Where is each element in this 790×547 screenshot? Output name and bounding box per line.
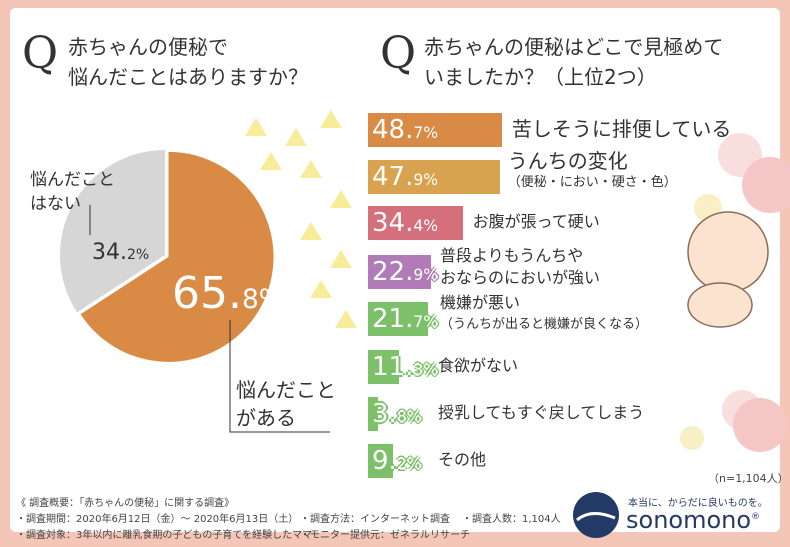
- value-int: 11.: [372, 352, 414, 382]
- label-sub: （うんちが出ると機嫌が良くなる）: [440, 317, 649, 332]
- sonomono-logo-icon: [573, 492, 619, 538]
- bar-value: 21.7%: [372, 302, 438, 339]
- survey-method: ・調査方法：インターネット調査: [300, 514, 450, 525]
- survey-period: ・調査期間：2020年6月12日（金）～ 2020年6月13日（土）: [16, 514, 299, 525]
- bar-label: お腹が張って硬い: [473, 208, 600, 236]
- label-text: 苦しそうに排便している: [511, 117, 732, 141]
- bar: [368, 350, 400, 384]
- bar-label: 機嫌が悪い （うんちが出ると機嫌が良くなる）: [440, 292, 648, 336]
- label-line: がある: [236, 406, 296, 430]
- bar-value: 47.9%: [372, 160, 438, 197]
- value-dec: 8%: [241, 284, 284, 315]
- bar-value: 9.2%: [372, 444, 422, 481]
- value-int: 34.: [372, 208, 414, 238]
- triangle-decoration: [335, 310, 357, 328]
- value-dec: 9%: [413, 266, 439, 284]
- title-line: いましたか？（上位2つ）: [424, 65, 657, 89]
- bar-label: 苦しそうに排便している: [512, 115, 731, 143]
- bar: [368, 206, 463, 240]
- registered-mark: ®: [751, 512, 761, 522]
- triangle-decoration: [285, 128, 307, 146]
- bar-label: 普段よりもうんちや おならのにおいが強い: [440, 245, 600, 289]
- brand-text: sonomono: [626, 506, 752, 534]
- survey-title: 《 調査概要：「赤ちゃんの便秘」に関する調査》: [16, 498, 235, 509]
- label-sub: おならのにおいが強い: [440, 268, 601, 287]
- bar-value: 22.9%: [372, 255, 438, 292]
- bar-value: 48.7%: [372, 113, 438, 150]
- survey-count: ・調査人数：1,104人: [462, 514, 561, 525]
- label-line: はない: [30, 194, 81, 214]
- label-text: 機嫌が悪い: [440, 293, 521, 312]
- value-dec: 4%: [413, 217, 439, 235]
- bar-label: 授乳してもすぐ戻してしまう: [438, 399, 644, 427]
- label-line: 悩んだこと: [30, 170, 115, 190]
- triangle-decoration: [330, 190, 352, 208]
- sample-size: （n=1,104人）: [708, 472, 789, 485]
- title-line: 悩んだことはありますか？: [68, 65, 308, 89]
- value-dec: 7%: [413, 124, 439, 142]
- label-text: 授乳してもすぐ戻してしまう: [438, 403, 645, 422]
- pie-label-no: 悩んだこと はない: [30, 168, 115, 216]
- pie-value-no: 34.2%: [92, 240, 149, 265]
- value-int: 21.: [372, 304, 414, 334]
- triangle-decoration: [300, 160, 322, 178]
- bar: [368, 113, 502, 147]
- value-dec: 2%: [396, 455, 422, 473]
- value-int: 9.: [372, 446, 397, 476]
- pie-label-yes: 悩んだこと がある: [236, 376, 336, 432]
- triangle-decoration: [260, 152, 282, 170]
- left-title: 赤ちゃんの便秘で悩んだことはありますか？: [68, 32, 308, 92]
- survey-provider: ・モニター提供元：ゼネラルリサーチ: [300, 530, 470, 541]
- bar-label: その他: [438, 446, 486, 474]
- brand-tagline: 本当に、からだに良いものを。: [628, 498, 768, 509]
- title-line: 赤ちゃんの便秘で: [68, 35, 228, 59]
- triangle-decoration: [310, 280, 332, 298]
- question-mark-left: Q: [22, 28, 59, 79]
- bar-label: 食欲がない: [438, 352, 518, 380]
- label-text: 普段よりもうんちや: [440, 246, 584, 265]
- value-int: 65.: [172, 268, 242, 319]
- brand-name: sonomono®: [626, 506, 760, 534]
- triangle-decoration: [330, 250, 352, 268]
- title-line: 赤ちゃんの便秘はどこで見極めて: [424, 35, 724, 59]
- value-dec: 7%: [413, 313, 439, 331]
- label-text: その他: [438, 450, 487, 469]
- bar: [368, 255, 431, 289]
- pie-slice: [60, 150, 165, 313]
- label-sub: （便秘・におい・硬さ・色）: [507, 175, 677, 190]
- bar: [368, 444, 394, 478]
- value-dec: 3%: [413, 361, 439, 379]
- label-text: 食欲がない: [438, 356, 519, 375]
- bar: [368, 160, 500, 194]
- value-dec: 2%: [127, 247, 150, 263]
- label-text: お腹が張って硬い: [472, 212, 600, 231]
- value-int: 47.: [372, 162, 414, 192]
- leader-line: [229, 320, 330, 433]
- label-text: うんちの変化: [507, 149, 628, 173]
- question-mark-right: Q: [380, 28, 417, 79]
- right-title: 赤ちゃんの便秘はどこで見極めて いましたか？（上位2つ）: [424, 32, 723, 92]
- survey-target: ・調査対象：3年以内に離乳食期の子どもの子育てを経験したママ: [16, 530, 313, 541]
- bar: [368, 397, 379, 431]
- triangle-decoration: [320, 110, 342, 128]
- bar-value: 11.3%: [372, 350, 438, 387]
- value-int: 22.: [372, 257, 414, 287]
- value-dec: 8%: [396, 408, 422, 426]
- value-int: 3.: [372, 399, 397, 429]
- bar: [368, 302, 428, 336]
- value-int: 34.: [92, 240, 127, 265]
- bar-label: うんちの変化 （便秘・におい・硬さ・色）: [508, 150, 677, 194]
- triangle-decoration: [300, 222, 322, 240]
- pie-slice: [80, 151, 274, 362]
- label-line: 悩んだこと: [236, 378, 336, 402]
- bar-value: 34.4%: [372, 206, 438, 243]
- value-dec: 9%: [413, 171, 439, 189]
- bar-value: 3.8%: [372, 397, 422, 434]
- pie-value-yes: 65.8%: [172, 268, 284, 319]
- triangle-decoration: [245, 118, 267, 136]
- value-int: 48.: [372, 115, 414, 145]
